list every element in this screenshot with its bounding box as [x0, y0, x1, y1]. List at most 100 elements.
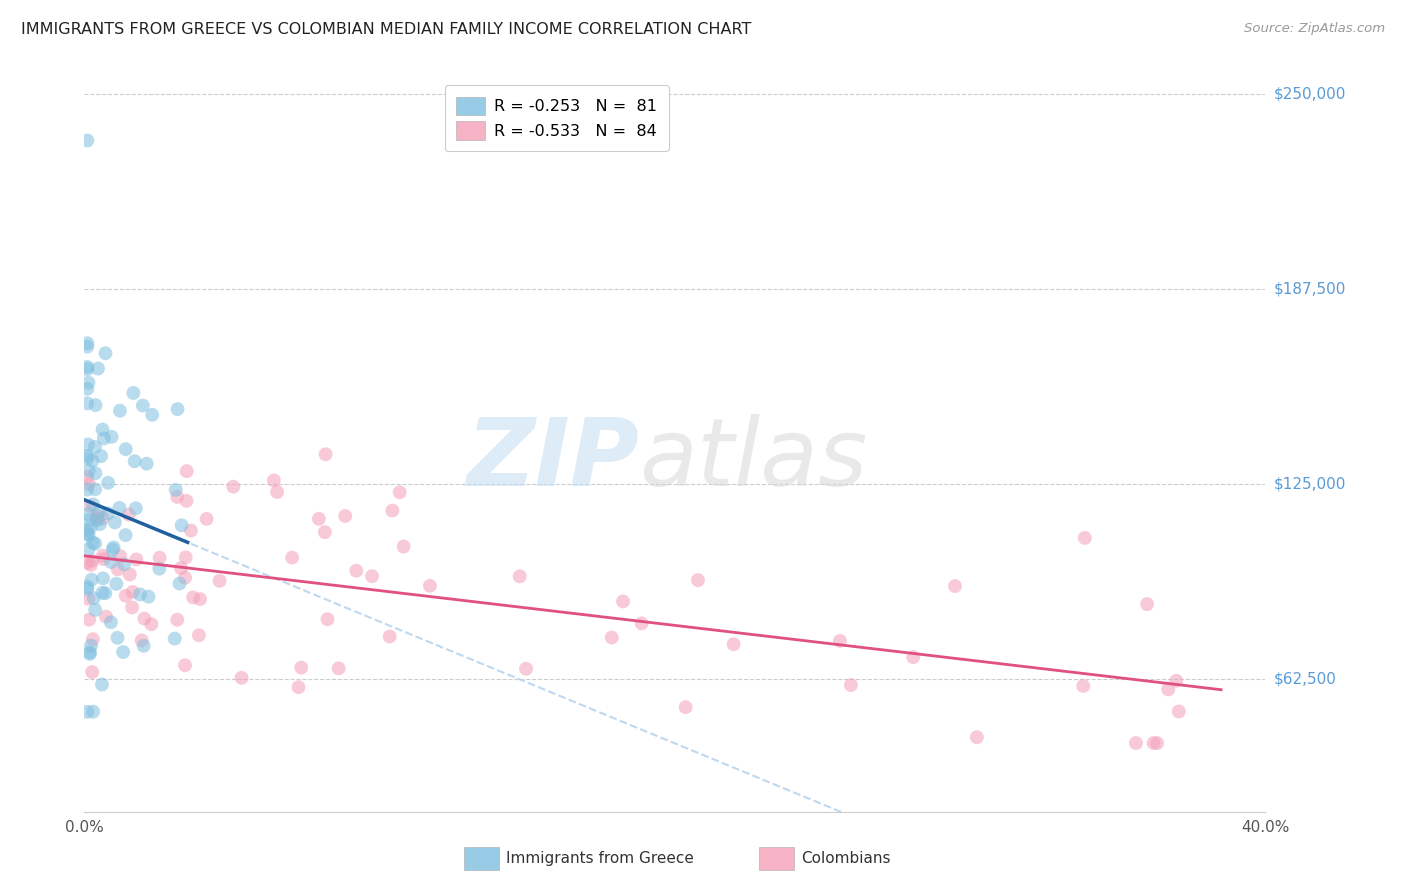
- Point: [94, 346, 117, 360]
- Point: [112, 645, 135, 659]
- Point: [315, 447, 337, 461]
- Point: [82, 665, 104, 679]
- Point: [509, 569, 531, 583]
- Point: [80, 558, 103, 572]
- Point: [392, 540, 415, 554]
- Point: [131, 633, 153, 648]
- Point: [97, 475, 120, 490]
- Point: [107, 631, 129, 645]
- Point: [134, 611, 156, 625]
- Point: [839, 678, 862, 692]
- Point: [328, 661, 350, 675]
- Point: [77, 477, 100, 491]
- Point: [84, 398, 107, 412]
- Point: [77, 463, 100, 477]
- Text: Source: ZipAtlas.com: Source: ZipAtlas.com: [1244, 22, 1385, 36]
- Point: [686, 573, 709, 587]
- Point: [94, 586, 117, 600]
- Point: [1142, 736, 1164, 750]
- Point: [129, 587, 152, 601]
- Point: [76, 526, 98, 541]
- Point: [104, 516, 127, 530]
- Point: [100, 615, 122, 630]
- Text: $250,000: $250,000: [1274, 87, 1346, 101]
- Point: [105, 577, 128, 591]
- Point: [181, 591, 204, 605]
- Point: [135, 457, 157, 471]
- Point: [723, 637, 745, 651]
- Point: [138, 590, 160, 604]
- Point: [122, 386, 145, 401]
- Legend: R = -0.253   N =  81, R = -0.533   N =  84: R = -0.253 N = 81, R = -0.533 N = 84: [444, 86, 669, 151]
- Point: [84, 483, 107, 497]
- Point: [86, 511, 108, 525]
- Text: Colombians: Colombians: [801, 851, 891, 865]
- Point: [125, 552, 148, 566]
- Point: [1166, 673, 1188, 688]
- Point: [90, 449, 112, 463]
- Point: [176, 494, 198, 508]
- Point: [675, 700, 697, 714]
- Point: [76, 359, 98, 374]
- Text: $125,000: $125,000: [1274, 476, 1346, 491]
- Point: [84, 440, 107, 454]
- Point: [93, 432, 115, 446]
- Point: [84, 467, 107, 481]
- Point: [76, 507, 98, 521]
- Point: [166, 402, 188, 417]
- Point: [76, 133, 98, 147]
- Point: [187, 628, 209, 642]
- Point: [208, 574, 231, 588]
- Point: [263, 474, 285, 488]
- Point: [121, 600, 143, 615]
- Point: [80, 573, 103, 587]
- Point: [79, 499, 101, 513]
- Point: [1136, 597, 1159, 611]
- Point: [170, 518, 193, 533]
- Point: [82, 536, 104, 550]
- Point: [1074, 531, 1097, 545]
- Point: [287, 680, 309, 694]
- Point: [76, 556, 98, 570]
- Point: [87, 505, 110, 519]
- Point: [141, 617, 163, 632]
- Text: Immigrants from Greece: Immigrants from Greece: [506, 851, 695, 865]
- Point: [110, 549, 132, 564]
- Point: [170, 561, 193, 575]
- Point: [174, 658, 197, 673]
- Point: [112, 558, 135, 572]
- Point: [141, 408, 163, 422]
- Point: [308, 512, 330, 526]
- Point: [76, 451, 98, 466]
- Point: [1125, 736, 1147, 750]
- Point: [80, 639, 103, 653]
- Point: [76, 449, 98, 463]
- Point: [76, 470, 98, 484]
- Point: [266, 485, 288, 500]
- Point: [600, 631, 623, 645]
- Point: [828, 633, 851, 648]
- Point: [335, 508, 357, 523]
- Point: [91, 511, 114, 525]
- Point: [101, 542, 124, 557]
- Point: [86, 509, 108, 524]
- Point: [114, 442, 136, 457]
- Point: [77, 528, 100, 542]
- Point: [344, 564, 367, 578]
- Point: [76, 483, 98, 497]
- Point: [80, 520, 103, 534]
- Point: [121, 585, 143, 599]
- Point: [84, 603, 107, 617]
- Point: [100, 555, 122, 569]
- Point: [132, 399, 155, 413]
- Point: [378, 630, 401, 644]
- Point: [165, 483, 187, 497]
- Point: [125, 501, 148, 516]
- Point: [290, 660, 312, 674]
- Point: [281, 550, 304, 565]
- Point: [1157, 682, 1180, 697]
- Point: [943, 579, 966, 593]
- Point: [87, 361, 110, 376]
- Point: [132, 639, 155, 653]
- Point: [148, 562, 170, 576]
